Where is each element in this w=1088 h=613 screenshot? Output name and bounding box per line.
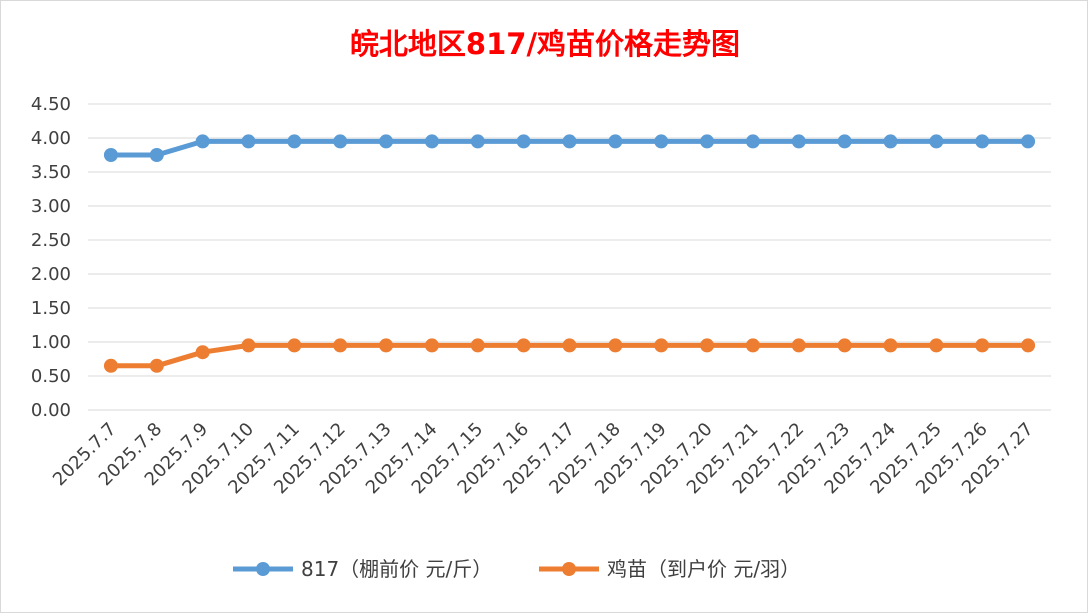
data-point — [837, 134, 852, 149]
data-point — [654, 134, 669, 149]
data-point — [103, 148, 118, 162]
y-tick-label: 1.50 — [31, 298, 71, 319]
data-point — [745, 134, 760, 149]
data-point — [333, 338, 348, 353]
data-point — [287, 134, 302, 149]
legend-item: 817（棚前价 元/斤） — [233, 557, 492, 581]
legend: 817（棚前价 元/斤） 鸡苗（到户价 元/羽） — [233, 557, 800, 581]
data-point — [1021, 134, 1036, 149]
data-point — [241, 134, 256, 149]
data-point — [700, 134, 715, 149]
y-tick-label: 0.00 — [31, 400, 71, 421]
y-tick-label: 3.00 — [31, 196, 71, 217]
data-point — [837, 338, 852, 353]
data-point — [700, 338, 715, 353]
gridlines — [88, 103, 1051, 411]
data-point — [975, 134, 990, 149]
y-tick-label: 1.00 — [31, 332, 71, 353]
data-point — [791, 134, 806, 149]
data-point — [929, 134, 944, 149]
data-point — [562, 338, 577, 353]
data-point — [975, 338, 990, 353]
data-point — [562, 134, 577, 149]
data-point — [791, 338, 806, 353]
data-point — [654, 338, 669, 353]
data-point — [379, 338, 394, 353]
data-point — [379, 134, 394, 149]
data-point — [745, 338, 760, 353]
data-point — [241, 338, 256, 353]
chart-title: 皖北地区817/鸡苗价格走势图 — [350, 27, 740, 61]
data-point — [883, 338, 898, 353]
data-point — [149, 358, 164, 373]
y-tick-label: 2.00 — [31, 264, 71, 285]
data-point — [516, 134, 531, 149]
data-point — [1021, 338, 1036, 353]
data-point — [470, 134, 485, 149]
data-point — [424, 134, 439, 149]
legend-marker — [256, 562, 270, 576]
series-1 — [103, 134, 1036, 162]
legend-item: 鸡苗（到户价 元/羽） — [539, 557, 800, 581]
data-point — [470, 338, 485, 353]
y-tick-label: 3.50 — [31, 162, 71, 183]
data-point — [149, 148, 164, 162]
y-tick-label: 4.50 — [31, 94, 71, 115]
legend-marker — [562, 562, 576, 576]
legend-label: 817（棚前价 元/斤） — [301, 557, 492, 581]
y-axis-tick-labels: 0.00 0.50 1.00 1.50 2.00 2.50 3.00 3.50 4.00 4.50 — [31, 94, 71, 421]
data-point — [195, 134, 210, 149]
data-point — [929, 338, 944, 353]
data-point — [287, 338, 302, 353]
y-tick-label: 0.50 — [31, 366, 71, 387]
data-point — [883, 134, 898, 149]
data-point — [103, 358, 118, 373]
x-axis-tick-labels: 2025.7.72025.7.82025.7.92025.7.102025.7.… — [49, 419, 1038, 499]
data-point — [195, 345, 210, 360]
series-lines — [103, 134, 1036, 373]
data-point — [424, 338, 439, 353]
y-tick-label: 4.00 — [31, 128, 71, 149]
data-point — [333, 134, 348, 149]
data-point — [608, 338, 623, 353]
y-tick-label: 2.50 — [31, 230, 71, 251]
data-point — [608, 134, 623, 149]
legend-label: 鸡苗（到户价 元/羽） — [607, 557, 800, 581]
series-2 — [103, 338, 1036, 373]
data-point — [516, 338, 531, 353]
